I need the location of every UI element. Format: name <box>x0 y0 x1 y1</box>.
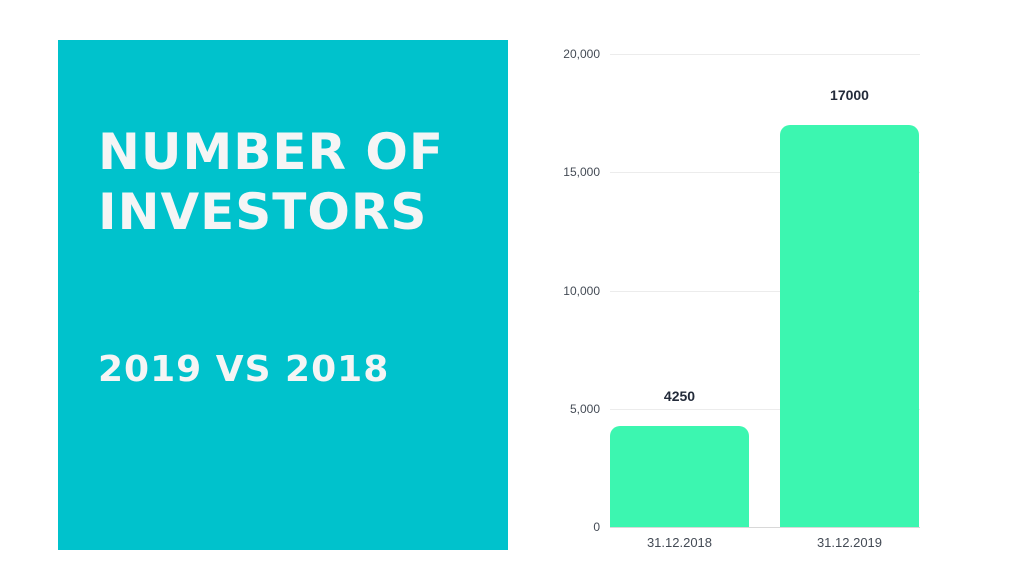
bar-31.12.2018 <box>610 426 749 527</box>
y-axis-tick-label: 10,000 <box>563 283 600 298</box>
chart-title: NUMBER OF INVESTORS <box>98 122 444 242</box>
y-axis-tick-label: 5,000 <box>569 401 600 416</box>
gridline <box>610 172 920 174</box>
bar-value-label: 4250 <box>663 388 696 405</box>
chart-subtitle: 2019 VS 2018 <box>98 349 390 390</box>
bar-31.12.2019 <box>780 124 919 527</box>
gridline <box>610 54 920 55</box>
bar-chart: 0 5,000 10,000 15,000 20,000 4250 31.12.2018 17… <box>540 30 940 560</box>
x-axis-tick-label: 31.12.2019 <box>816 535 883 550</box>
bar-value-label: 17000 <box>830 86 869 103</box>
x-axis-line <box>610 527 920 528</box>
title-line-2: INVESTORS <box>98 183 428 241</box>
title-panel: NUMBER OF INVESTORS 2019 VS 2018 <box>58 40 508 550</box>
y-axis-tick-label: 20,000 <box>563 47 600 61</box>
gridline <box>610 408 920 410</box>
x-axis-tick-label: 31.12.2018 <box>646 535 713 550</box>
y-axis-tick-label: 15,000 <box>563 165 600 180</box>
y-axis-tick-label: 0 <box>593 520 600 534</box>
title-line-1: NUMBER OF <box>98 123 445 181</box>
gridline <box>610 290 920 292</box>
